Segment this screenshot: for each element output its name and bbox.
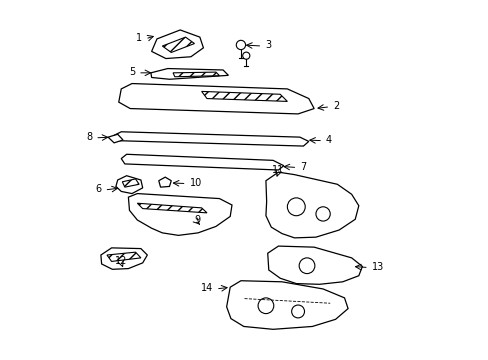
Polygon shape <box>267 246 362 284</box>
Polygon shape <box>151 30 203 59</box>
Polygon shape <box>265 172 358 238</box>
Text: 10: 10 <box>189 178 202 188</box>
Text: 5: 5 <box>129 67 135 77</box>
Text: 2: 2 <box>332 101 339 111</box>
Polygon shape <box>108 134 123 143</box>
Polygon shape <box>128 194 231 235</box>
Polygon shape <box>159 177 171 187</box>
Text: 14: 14 <box>201 283 213 293</box>
Text: 4: 4 <box>325 135 331 145</box>
Text: 11: 11 <box>272 165 284 175</box>
Text: 12: 12 <box>115 256 127 266</box>
Polygon shape <box>173 72 219 77</box>
Text: 7: 7 <box>300 162 306 172</box>
Polygon shape <box>122 179 139 187</box>
Polygon shape <box>151 68 228 79</box>
Text: 1: 1 <box>136 33 142 43</box>
Polygon shape <box>114 132 308 146</box>
Polygon shape <box>121 154 283 170</box>
Polygon shape <box>201 91 287 102</box>
Text: 8: 8 <box>86 132 92 142</box>
Polygon shape <box>116 176 142 194</box>
Polygon shape <box>137 203 206 213</box>
Text: 13: 13 <box>371 262 383 272</box>
Text: 9: 9 <box>194 215 200 225</box>
Polygon shape <box>226 281 347 329</box>
Polygon shape <box>107 252 141 261</box>
Text: 3: 3 <box>264 40 271 50</box>
Polygon shape <box>119 84 313 114</box>
Text: 6: 6 <box>95 184 102 194</box>
Polygon shape <box>101 248 147 269</box>
Polygon shape <box>162 37 194 53</box>
